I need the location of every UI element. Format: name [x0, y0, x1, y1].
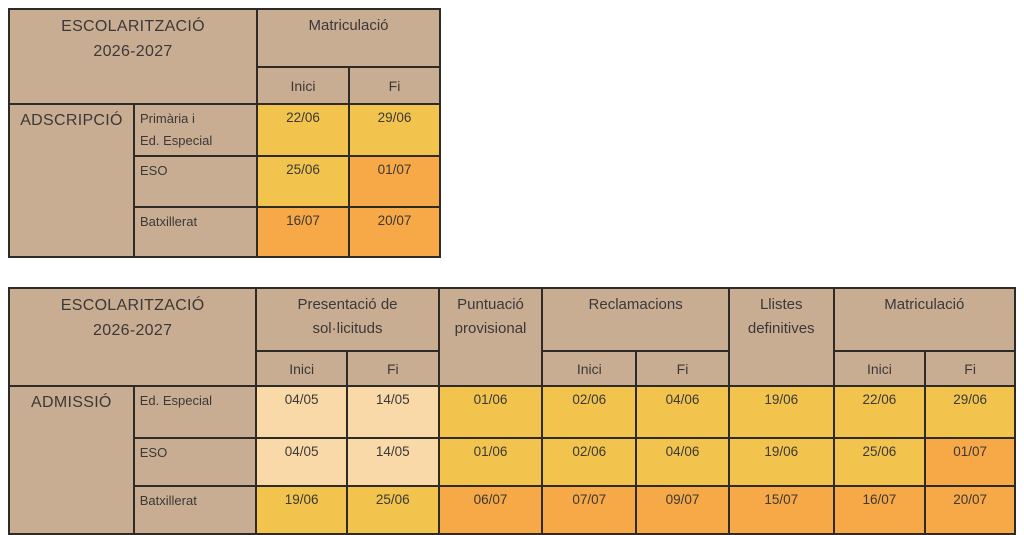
presentacio-inici-header: Inici — [255, 350, 348, 388]
matriculacio-fi-header: Fi — [924, 350, 1016, 388]
row-label-primaria: Primària i Ed. Especial — [133, 102, 258, 158]
reclamacions-inici-header: Inici — [541, 350, 638, 388]
row-label-eso: ESO — [133, 155, 258, 209]
presentacio-fi-header: Fi — [345, 350, 440, 388]
date-cell: 02/06 — [541, 437, 638, 488]
date-cell: 04/05 — [255, 437, 348, 488]
adscripcio-matriculacio-header: Matriculació — [256, 8, 441, 68]
date-cell: 25/06 — [345, 485, 440, 535]
adscripcio-group-label: ADSCRIPCIÓ — [8, 102, 135, 259]
date-cell: 01/06 — [437, 437, 544, 488]
date-cell: 01/07 — [924, 437, 1016, 488]
reclamacions-fi-header: Fi — [635, 350, 730, 388]
date-cell: 16/07 — [832, 485, 927, 535]
date-cell: 20/07 — [924, 485, 1016, 535]
date-cell: 04/06 — [635, 437, 730, 488]
row-label-batxillerat: Batxillerat — [133, 206, 258, 259]
llistes-header: Llistes definitives — [727, 287, 835, 388]
date-cell: 01/06 — [437, 385, 544, 440]
date-cell: 01/07 — [348, 155, 441, 209]
date-cell: 07/07 — [541, 485, 638, 535]
adscripcio-title: ESCOLARITZACIÓ 2026-2027 — [8, 8, 258, 105]
adscripcio-matriculacio-inici-header: Inici — [256, 66, 350, 105]
date-cell: 02/06 — [541, 385, 638, 440]
admissio-table: ESCOLARITZACIÓ 2026-2027 Presentació de … — [7, 287, 1017, 535]
date-cell: 19/06 — [255, 485, 348, 535]
date-cell: 09/07 — [635, 485, 730, 535]
puntuacio-header: Puntuació provisional — [437, 287, 544, 388]
matriculacio-inici-header: Inici — [832, 350, 927, 388]
date-cell: 22/06 — [256, 102, 350, 158]
table-row: ESO 25/06 01/07 — [9, 155, 441, 209]
date-cell: 25/06 — [832, 437, 927, 488]
table-row: Batxillerat 16/07 20/07 — [9, 206, 441, 259]
date-cell: 22/06 — [832, 385, 927, 440]
date-cell: 29/06 — [348, 102, 441, 158]
date-cell: 16/07 — [256, 206, 350, 259]
table-row: ESO 04/05 14/05 01/06 02/06 04/06 19/06 … — [9, 437, 1016, 488]
adscripcio-matriculacio-fi-header: Fi — [348, 66, 441, 105]
date-cell: 20/07 — [348, 206, 441, 259]
admissio-group-label: ADMISSIÓ — [8, 385, 135, 535]
date-cell: 04/05 — [255, 385, 348, 440]
date-cell: 19/06 — [727, 437, 835, 488]
table-row: ADMISSIÓ Ed. Especial 04/05 14/05 01/06 … — [8, 385, 1016, 535]
presentacio-header: Presentació de sol·licituds — [255, 287, 440, 353]
date-cell: 04/06 — [635, 385, 730, 440]
date-cell: 06/07 — [437, 485, 544, 535]
admissio-matriculacio-header: Matriculació — [832, 287, 1017, 353]
date-cell: 25/06 — [256, 155, 350, 209]
reclamacions-header: Reclamacions — [541, 287, 730, 353]
row-label-ed-especial: Ed. Especial — [132, 385, 258, 440]
row-label-batxillerat: Batxillerat — [132, 485, 258, 535]
date-cell: 19/06 — [727, 385, 835, 440]
date-cell: 15/07 — [727, 485, 835, 535]
date-cell: 29/06 — [924, 385, 1016, 440]
date-cell: 14/05 — [345, 385, 440, 440]
date-cell: 14/05 — [345, 437, 440, 488]
admissio-title: ESCOLARITZACIÓ 2026-2027 — [7, 287, 258, 388]
row-label-eso: ESO — [132, 437, 258, 488]
table-row: ADSCRIPCIÓ Primària i Ed. Especial 22/06… — [8, 102, 441, 259]
adscripcio-table: ESCOLARITZACIÓ 2026-2027 Matriculació In… — [8, 8, 441, 259]
table-row: Batxillerat 19/06 25/06 06/07 07/07 09/0… — [9, 485, 1016, 535]
